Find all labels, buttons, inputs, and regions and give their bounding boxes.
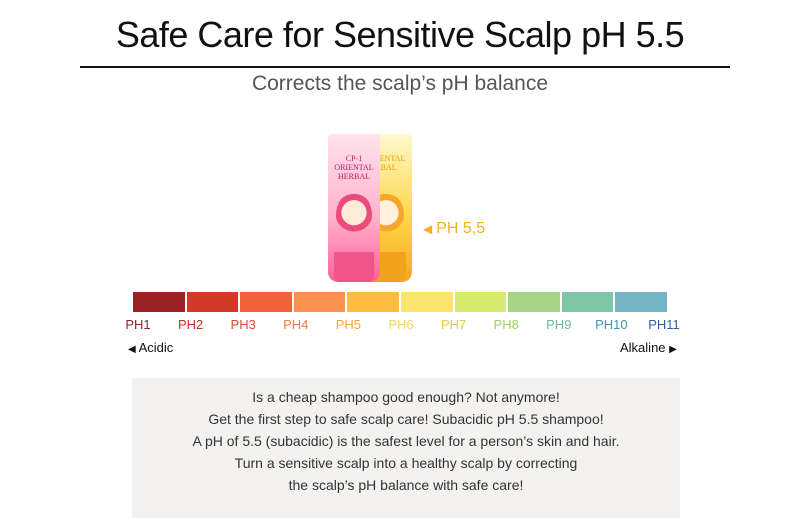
- ph-scale-label: PH6: [388, 317, 414, 332]
- ph-scale-label: PH4: [283, 317, 309, 332]
- ph-scale-segment: [454, 292, 507, 312]
- ph-scale-segment: [347, 292, 399, 312]
- product-brand-back: P-1 ENTAL RBAL: [366, 154, 406, 172]
- page-title: Safe Care for Sensitive Scalp pH 5.5: [115, 14, 685, 55]
- ph-scale-label: PH7: [440, 317, 467, 332]
- product-tube-pink: CP-1 ORIENTAL HERBAL: [328, 134, 380, 282]
- description-box: Is a cheap shampoo good enough? Not anym…: [132, 378, 680, 518]
- ph-scale-segment: [561, 292, 614, 312]
- acidic-label: ◀ Acidic: [128, 340, 173, 355]
- ph-scale-label: PH11: [648, 317, 680, 332]
- ph-scale-segment: [615, 292, 667, 312]
- ph-scale-segment: [508, 292, 560, 312]
- acidic-text: Acidic: [138, 340, 174, 355]
- description-line: Get the first step to safe scalp care! S…: [208, 411, 604, 427]
- ph-pointer-label: PH 5,5: [436, 220, 486, 237]
- ph-scale-segment: [240, 292, 292, 312]
- alkaline-text: Alkaline: [620, 340, 666, 355]
- ph-scale-label: PH9: [546, 317, 572, 332]
- alkaline-label: Alkaline ▶: [620, 340, 677, 355]
- ph-pointer: ◀ PH 5,5: [423, 220, 485, 238]
- description-line: Is a cheap shampoo good enough? Not anym…: [252, 389, 560, 405]
- ph-scale-segment: [293, 292, 346, 312]
- ph-scale-label: PH2: [177, 317, 204, 332]
- right-triangle-icon: ▶: [669, 344, 677, 355]
- title-divider: [80, 66, 730, 68]
- page-subtitle: Corrects the scalp’s pH balance: [251, 72, 549, 95]
- description-line: the scalp’s pH balance with safe care!: [288, 477, 524, 493]
- description-line: Turn a sensitive scalp into a healthy sc…: [234, 455, 578, 471]
- ph-scale-segment: [186, 292, 239, 312]
- ph-scale-labels: PH1 PH2 PH3 PH4 PH5 PH6 PH7 PH8 PH9 PH10 PH11: [118, 317, 684, 333]
- product-image: P-1 ENTAL RBAL CP-1 ORIENTAL HERBAL: [320, 134, 420, 284]
- ph-scale-label: PH8: [493, 317, 519, 332]
- description-line: A pH of 5.5 (subacidic) is the safest le…: [192, 433, 620, 449]
- tube-cap: [334, 252, 374, 282]
- ph-scale-segment: [133, 292, 185, 312]
- ph-scale-label: PH1: [125, 317, 151, 332]
- left-triangle-icon: ◀: [128, 344, 136, 355]
- ph-scale-label: PH10: [595, 317, 628, 332]
- product-brand-front: CP-1 ORIENTAL HERBAL: [334, 154, 374, 181]
- illustration-face-icon: [336, 192, 372, 238]
- ph-scale-segment: [400, 292, 453, 312]
- ph-scale-bar: [133, 292, 667, 312]
- ph-scale-label: PH3: [230, 317, 256, 332]
- left-triangle-icon: ◀: [423, 222, 433, 236]
- ph-scale-label: PH5: [335, 317, 362, 332]
